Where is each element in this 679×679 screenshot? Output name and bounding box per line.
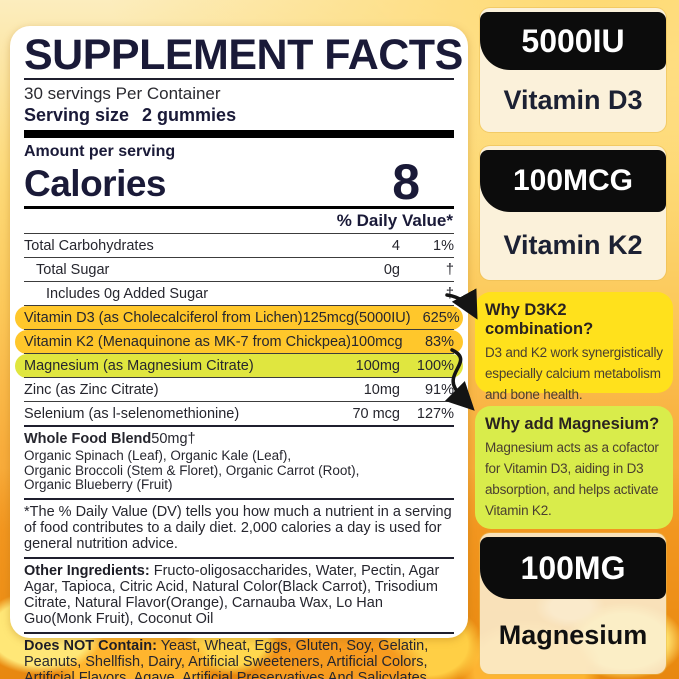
highlight-vitamin-k2: Vitamin K2 (Menaquinone as MK-7 from Chi… xyxy=(15,330,463,354)
serving-size: Serving size 2 gummies xyxy=(24,104,454,126)
callout-d3k2-combination: Why D3K2 combination? D3 and K2 work syn… xyxy=(475,292,673,402)
nutrient-row-added-sugar: Includes 0g Added Sugar † xyxy=(24,282,454,306)
calories-row: Calories 8 xyxy=(24,154,454,210)
nutrient-name-k2: Vitamin K2 xyxy=(503,230,643,260)
highlight-card-magnesium: 100MG Magnesium xyxy=(480,533,666,674)
dosage-badge-k2: 100MCG xyxy=(480,150,666,212)
does-not-contain: Does NOT Contain: Yeast, Wheat, Eggs, Gl… xyxy=(24,637,431,679)
divider xyxy=(24,233,454,234)
other-ingredients: Other Ingredients: Fructo-oligosaccharid… xyxy=(24,562,440,627)
nutrient-row-selenium: Selenium (as l-selenomethionine) 70 mcg … xyxy=(24,405,454,422)
nutrient-row-total-sugar: Total Sugar 0g † xyxy=(24,258,454,282)
daily-value-footnote: *The % Daily Value (DV) tells you how mu… xyxy=(24,503,452,552)
callout-magnesium: Why add Magnesium? Magnesium acts as a c… xyxy=(475,406,673,529)
does-not-contain-label: Does NOT Contain: xyxy=(24,637,157,654)
other-ingredients-label: Other Ingredients: xyxy=(24,562,150,579)
servings-per-container: 30 servings Per Container xyxy=(24,84,221,103)
calories-value: 8 xyxy=(392,154,420,210)
amount-per-serving-label: Amount per serving xyxy=(24,143,176,160)
nutrient-row-whole-food-blend: Whole Food Blend 50mg † xyxy=(24,431,196,447)
highlight-vitamin-d3: Vitamin D3 (as Cholecalciferol from Lich… xyxy=(15,306,463,330)
highlight-card-vitamin-d3: 5000IU Vitamin D3 xyxy=(480,8,666,132)
divider xyxy=(24,206,454,209)
nutrient-row-total-carbohydrates: Total Carbohydrates 4 1% xyxy=(24,234,454,258)
nutrient-row-zinc: Zinc (as Zinc Citrate) 10mg 91% xyxy=(24,378,454,402)
callout-magnesium-body: Magnesium acts as a cofactor for Vitamin… xyxy=(485,440,659,518)
nutrient-row-vitamin-k2: Vitamin K2 (Menaquinone as MK-7 from Chi… xyxy=(24,330,454,354)
callout-magnesium-title: Why add Magnesium? xyxy=(485,415,660,433)
highlight-magnesium: Magnesium (as Magnesium Citrate) 100mg 1… xyxy=(15,354,463,378)
nutrient-name-magnesium: Magnesium xyxy=(498,620,648,650)
serving-size-label: Serving size xyxy=(24,105,130,125)
supplement-facts-panel: SUPPLEMENT FACTS 30 servings Per Contain… xyxy=(10,26,468,679)
divider xyxy=(24,556,454,559)
callout-d3k2-body: D3 and K2 work synergistically especiall… xyxy=(485,345,663,402)
divider xyxy=(24,425,454,427)
dosage-badge-magnesium: 100MG xyxy=(480,537,666,599)
thick-divider xyxy=(24,130,454,138)
daily-value-header: % Daily Value* xyxy=(336,211,453,230)
nutrient-row-vitamin-d3: Vitamin D3 (as Cholecalciferol from Lich… xyxy=(24,306,460,330)
divider xyxy=(24,497,454,500)
serving-size-value: 2 gummies xyxy=(142,105,237,125)
divider xyxy=(24,631,454,634)
nutrient-name-d3: Vitamin D3 xyxy=(503,85,643,115)
highlight-card-vitamin-k2: 100MCG Vitamin K2 xyxy=(480,146,666,280)
calories-label: Calories xyxy=(24,163,167,204)
dosage-badge-d3: 5000IU xyxy=(480,12,666,70)
whole-food-blend-ingredients: Organic Spinach (Leaf), Organic Kale (Le… xyxy=(24,448,360,492)
divider xyxy=(24,78,454,80)
panel-title: SUPPLEMENT FACTS xyxy=(24,31,463,79)
callout-d3k2-title: Why D3K2 combination? xyxy=(485,301,594,338)
nutrient-row-magnesium: Magnesium (as Magnesium Citrate) 100mg 1… xyxy=(24,354,454,378)
